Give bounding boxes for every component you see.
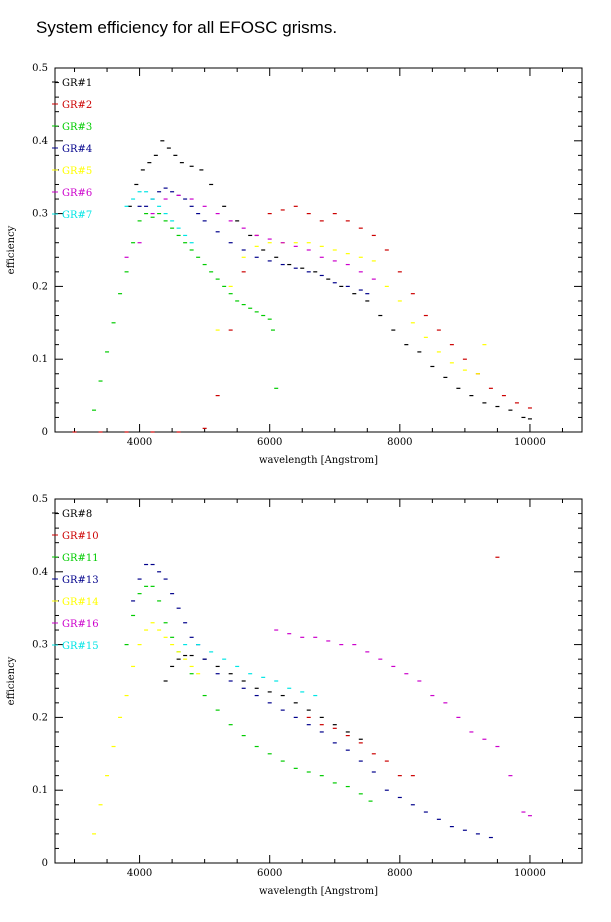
legend-label: GR#1 — [62, 78, 92, 89]
y-tick-label: 0 — [42, 427, 48, 438]
x-axis-label: wavelength [Angstrom] — [259, 886, 378, 897]
x-tick-label: 10000 — [514, 437, 546, 448]
legend-label: GR#8 — [62, 509, 92, 520]
y-tick-label: 0.3 — [32, 640, 48, 651]
legend-label: GR#7 — [62, 210, 92, 221]
y-tick-label: 0.2 — [32, 281, 48, 292]
chart-top: 4000 6000 8000 10000 0 0.1 0.2 0.3 0.4 0.5 wavelen… — [6, 63, 583, 466]
x-tick-label: 8000 — [387, 437, 412, 448]
x-tick-label: 8000 — [387, 868, 412, 879]
x-tick-label: 6000 — [257, 868, 282, 879]
x-tick-label: 4000 — [127, 868, 152, 879]
y-tick-label: 0.4 — [32, 136, 48, 147]
y-tick-label: 0.4 — [32, 567, 48, 578]
y-tick-label: 0.3 — [32, 209, 48, 220]
y-tick-label: 0.5 — [32, 494, 48, 505]
x-axis-label: wavelength [Angstrom] — [259, 455, 378, 466]
y-tick-label: 0 — [42, 858, 48, 869]
legend-label: GR#15 — [62, 641, 99, 652]
x-tick-label: 10000 — [514, 868, 546, 879]
y-tick-label: 0.1 — [32, 354, 48, 365]
legend-label: GR#14 — [62, 597, 99, 608]
x-tick-label: 4000 — [127, 437, 152, 448]
legend-label: GR#11 — [62, 553, 99, 564]
legend-label: GR#16 — [62, 619, 99, 630]
page-title: System efficiency for all EFOSC grisms. — [36, 18, 338, 37]
y-tick-label: 0.1 — [32, 785, 48, 796]
x-tick-label: 6000 — [257, 437, 282, 448]
y-tick-label: 0.2 — [32, 712, 48, 723]
y-axis-label: efficiency — [6, 656, 17, 705]
legend-label: GR#5 — [62, 166, 92, 177]
legend-label: GR#10 — [62, 531, 99, 542]
legend-label: GR#6 — [62, 188, 92, 199]
legend-label: GR#2 — [62, 100, 92, 111]
legend-label: GR#3 — [62, 122, 92, 133]
legend-label: GR#13 — [62, 575, 99, 586]
plot-frame — [54, 498, 583, 864]
y-axis-label: efficiency — [6, 225, 17, 274]
y-tick-label: 0.5 — [32, 63, 48, 74]
legend-label: GR#4 — [62, 144, 92, 155]
plot-frame — [54, 67, 583, 433]
